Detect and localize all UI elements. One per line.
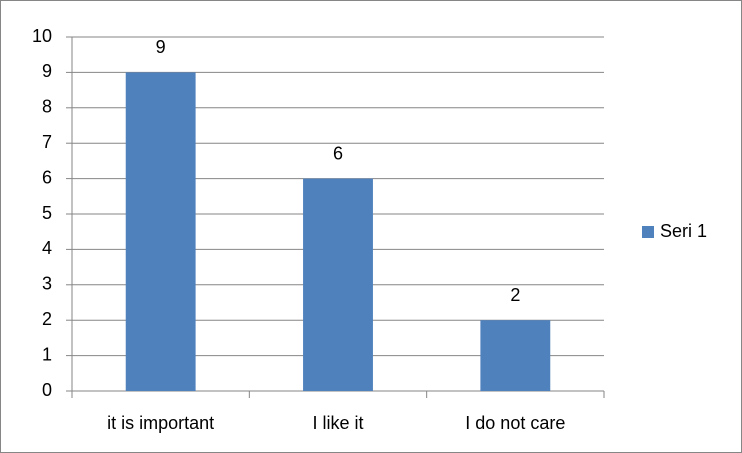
y-tick-label: 5: [42, 203, 52, 223]
y-tick-label: 10: [32, 26, 52, 46]
y-tick-label: 0: [42, 380, 52, 400]
legend-label: Seri 1: [660, 221, 707, 241]
bar: [480, 320, 551, 391]
y-tick-label: 4: [42, 238, 52, 258]
x-tick-label: I do not care: [465, 413, 565, 433]
y-tick-label: 6: [42, 167, 52, 187]
y-tick-label: 3: [42, 274, 52, 294]
legend-swatch: [642, 226, 654, 238]
x-tick-label: it is important: [107, 413, 214, 433]
x-tick-label: I like it: [312, 413, 363, 433]
data-label: 9: [156, 37, 166, 57]
y-tick-label: 2: [42, 309, 52, 329]
y-tick-label: 1: [42, 344, 52, 364]
data-label: 2: [510, 285, 520, 305]
bar: [303, 178, 373, 391]
bar: [125, 72, 196, 392]
y-tick-label: 9: [42, 61, 52, 81]
y-tick-label: 7: [42, 132, 52, 152]
y-tick-label: 8: [42, 97, 52, 117]
data-label: 6: [333, 143, 343, 163]
